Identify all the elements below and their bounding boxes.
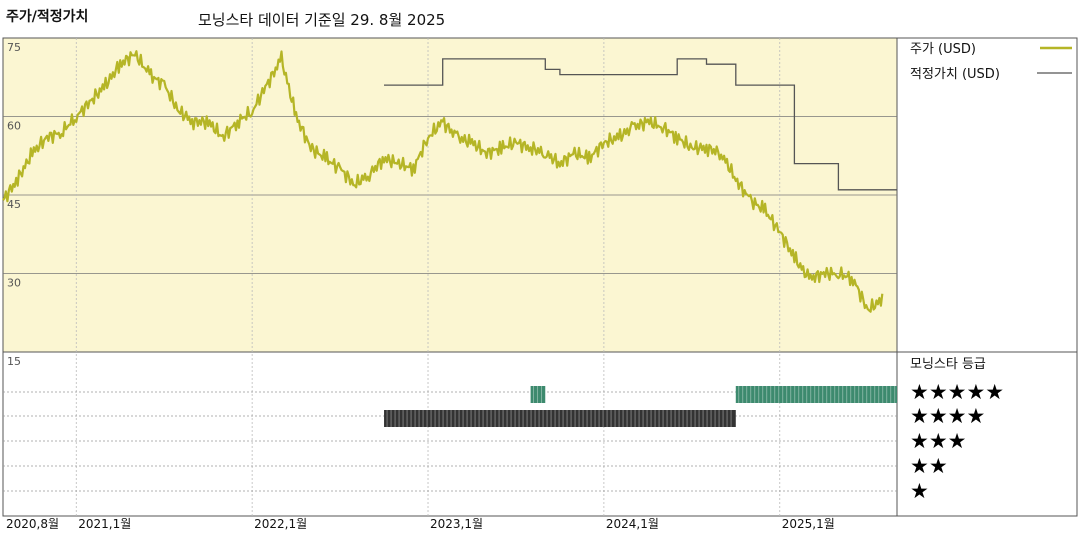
rating-legend-stars: ★★★★★ [910, 380, 1004, 404]
x-tick-label: 2025,1월 [782, 517, 835, 531]
x-tick-label: 2023,1월 [430, 517, 483, 531]
rating-legend-stars: ★★ [910, 454, 948, 478]
rating-bar-4-star [384, 410, 736, 427]
y-tick-label: 75 [7, 41, 21, 54]
fair-value-line [384, 58, 897, 191]
y-tick-label: 30 [7, 277, 21, 290]
rating-bar-5-star [735, 386, 897, 403]
chart-title: 주가/적정가치 [6, 9, 89, 25]
rating-panel-bg [2, 351, 898, 517]
x-tick-label: 2021,1월 [78, 517, 131, 531]
legend-panel [896, 37, 1078, 517]
x-tick-label: 2020,8월 [6, 517, 59, 531]
x-tick-label: 2024,1월 [606, 517, 659, 531]
legend-fair-label: 적정가치 (USD) [910, 67, 1000, 82]
rating-legend-stars: ★★★★ [910, 404, 985, 428]
y-tick-label: 45 [7, 198, 21, 211]
y-tick-label: 60 [7, 120, 21, 133]
price-series-line [2, 50, 884, 313]
data-source-date: 모닝스타 데이터 기준일 29. 8월 2025 [198, 11, 446, 29]
rating-legend-title: 모닝스타 등급 [910, 357, 986, 372]
rating-legend-stars: ★★★ [910, 429, 966, 453]
y-tick-label: 15 [7, 355, 21, 368]
x-tick-label: 2022,1월 [254, 517, 307, 531]
legend-price-label: 주가 (USD) [910, 42, 976, 57]
rating-legend-stars: ★ [910, 479, 929, 503]
